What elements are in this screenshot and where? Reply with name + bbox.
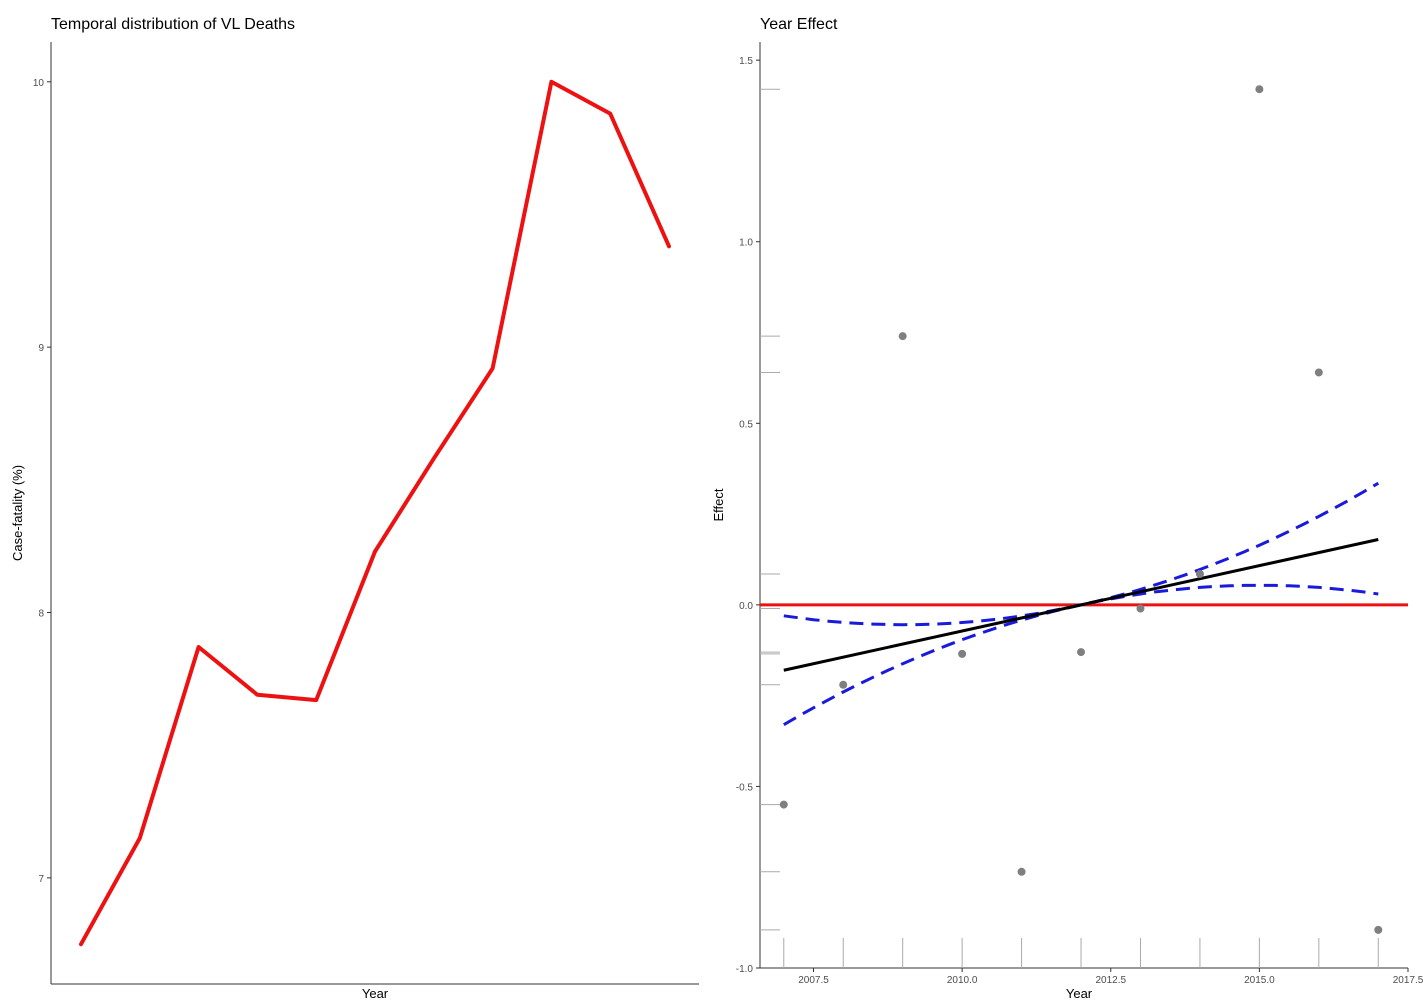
left-y-tick-label: 10: [33, 78, 45, 89]
left-y-ticks: 7 8 9 10: [33, 78, 51, 885]
left-chart-title: Temporal distribution of VL Deaths: [51, 16, 295, 33]
data-point: [898, 332, 907, 341]
left-y-tick-label: 9: [38, 343, 44, 354]
left-x-axis-label: Year: [362, 986, 389, 1001]
data-point: [1077, 648, 1086, 657]
right-y-tick-label: -0.5: [736, 782, 754, 793]
data-point: [1195, 569, 1204, 578]
right-y-tick-label: 0.0: [739, 601, 753, 612]
data-point: [1314, 368, 1323, 377]
right-y-tick-label: -1.0: [736, 964, 754, 975]
right-y-tick-label: 0.5: [739, 419, 753, 430]
right-rugs: [760, 88, 1379, 968]
right-panel: Year Effect -1.0-0.50.00.51.01.5 2007.5 2…: [711, 16, 1423, 1001]
right-y-axis-label: Effect: [711, 488, 726, 521]
left-series-line: [79, 79, 671, 947]
right-x-tick-label: 2007.5: [798, 975, 829, 986]
right-points: [779, 85, 1383, 934]
fit-line: [783, 538, 1379, 672]
data-point: [839, 680, 848, 689]
left-y-tick-label: 7: [38, 874, 44, 885]
data-point: [1136, 604, 1145, 613]
right-x-tick-label: 2012.5: [1095, 975, 1126, 986]
right-x-tick-label: 2010.0: [947, 975, 978, 986]
left-y-axis-label: Case-fatality (%): [10, 465, 25, 561]
left-y-tick-label: 8: [38, 609, 44, 620]
right-x-tick-label: 2015.0: [1244, 975, 1275, 986]
right-y-ticks: -1.0 -0.5 0.0 0.5 1.0 1.5: [736, 56, 760, 975]
data-point: [1017, 867, 1026, 876]
right-y-tick-label: 1.5: [739, 56, 753, 67]
data-point: [1255, 85, 1264, 94]
right-y-tick-label: 1.0: [739, 238, 753, 249]
right-x-ticks: 2007.5 2010.0 2012.5 2015.0 2017.5: [798, 968, 1423, 986]
data-point: [958, 649, 967, 658]
right-chart-title: Year Effect: [760, 16, 838, 33]
right-x-tick-label: 2017.5: [1393, 975, 1423, 986]
data-point: [1374, 925, 1383, 934]
left-panel: Temporal distribution of VL Deaths 7 8 9 10…: [10, 16, 699, 1001]
data-point: [779, 800, 788, 809]
right-x-axis-label: Year: [1066, 986, 1093, 1001]
